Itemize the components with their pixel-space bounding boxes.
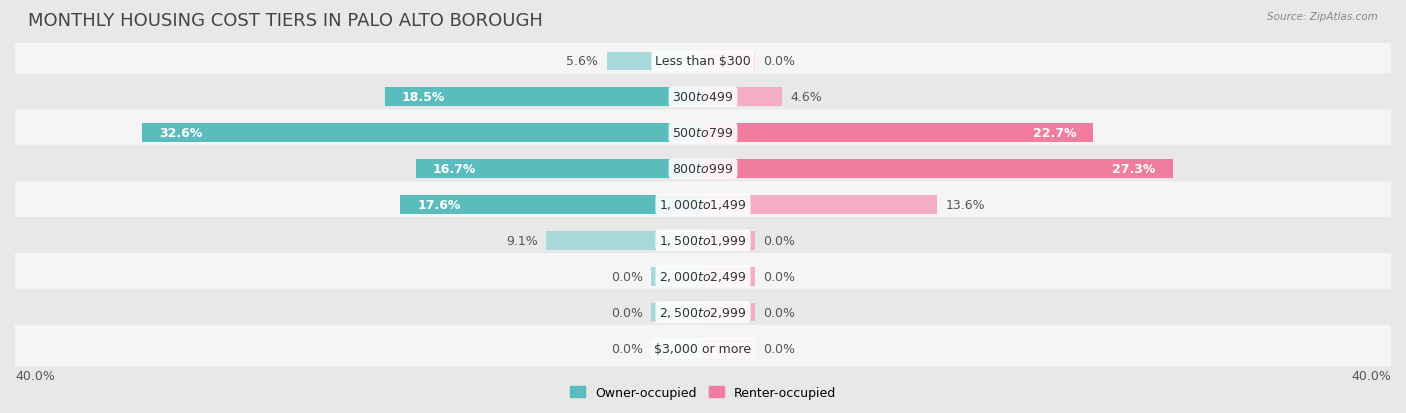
Text: 17.6%: 17.6% [418, 199, 461, 211]
Bar [385, 88, 703, 107]
Bar [703, 196, 936, 214]
Text: Source: ZipAtlas.com: Source: ZipAtlas.com [1267, 12, 1378, 22]
FancyBboxPatch shape [13, 110, 1393, 157]
FancyBboxPatch shape [13, 218, 1393, 264]
Bar [703, 88, 782, 107]
Bar [547, 232, 703, 250]
Text: MONTHLY HOUSING COST TIERS IN PALO ALTO BOROUGH: MONTHLY HOUSING COST TIERS IN PALO ALTO … [28, 12, 543, 30]
Bar [703, 124, 1094, 143]
Text: 40.0%: 40.0% [1351, 369, 1391, 382]
Bar [142, 124, 703, 143]
Text: $2,500 to $2,999: $2,500 to $2,999 [659, 306, 747, 319]
Text: 0.0%: 0.0% [763, 234, 796, 247]
Bar [703, 160, 1173, 178]
Text: 0.0%: 0.0% [610, 342, 643, 355]
Text: 0.0%: 0.0% [763, 306, 796, 319]
Text: $300 to $499: $300 to $499 [672, 91, 734, 104]
Text: 4.6%: 4.6% [790, 91, 823, 104]
Text: 40.0%: 40.0% [15, 369, 55, 382]
Text: $2,000 to $2,499: $2,000 to $2,499 [659, 270, 747, 284]
FancyBboxPatch shape [13, 289, 1393, 336]
Text: 0.0%: 0.0% [763, 270, 796, 283]
Text: 0.0%: 0.0% [763, 55, 796, 68]
Bar [703, 267, 755, 286]
Text: 16.7%: 16.7% [433, 163, 477, 176]
Text: 0.0%: 0.0% [610, 270, 643, 283]
Text: 22.7%: 22.7% [1033, 127, 1076, 140]
FancyBboxPatch shape [13, 253, 1393, 300]
Text: $500 to $799: $500 to $799 [672, 127, 734, 140]
Text: $800 to $999: $800 to $999 [672, 163, 734, 176]
Text: 5.6%: 5.6% [567, 55, 598, 68]
Bar [703, 232, 755, 250]
Text: $1,000 to $1,499: $1,000 to $1,499 [659, 198, 747, 212]
Bar [703, 52, 755, 71]
FancyBboxPatch shape [13, 182, 1393, 228]
Bar [651, 303, 703, 322]
Text: $3,000 or more: $3,000 or more [655, 342, 751, 355]
Bar [606, 52, 703, 71]
Bar [401, 196, 703, 214]
Text: 18.5%: 18.5% [402, 91, 446, 104]
FancyBboxPatch shape [13, 325, 1393, 371]
FancyBboxPatch shape [13, 146, 1393, 192]
Text: $1,500 to $1,999: $1,500 to $1,999 [659, 234, 747, 248]
FancyBboxPatch shape [13, 38, 1393, 85]
Bar [651, 339, 703, 358]
Bar [416, 160, 703, 178]
Text: 9.1%: 9.1% [506, 234, 538, 247]
Text: 32.6%: 32.6% [159, 127, 202, 140]
Bar [703, 339, 755, 358]
Text: 0.0%: 0.0% [610, 306, 643, 319]
Legend: Owner-occupied, Renter-occupied: Owner-occupied, Renter-occupied [569, 386, 837, 399]
FancyBboxPatch shape [13, 74, 1393, 121]
Text: 0.0%: 0.0% [763, 342, 796, 355]
Bar [703, 303, 755, 322]
Text: Less than $300: Less than $300 [655, 55, 751, 68]
Bar [651, 267, 703, 286]
Text: 13.6%: 13.6% [945, 199, 986, 211]
Text: 27.3%: 27.3% [1112, 163, 1156, 176]
